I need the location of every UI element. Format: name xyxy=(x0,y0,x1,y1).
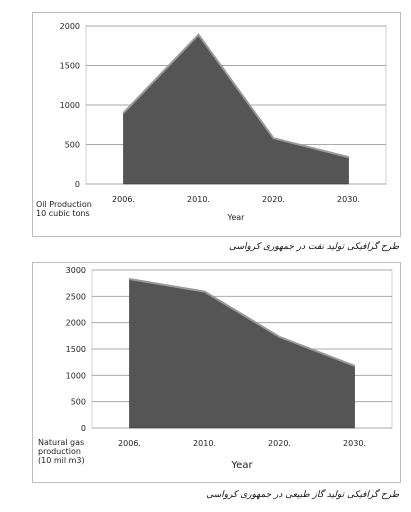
x-tick-label: 2006. xyxy=(118,439,141,448)
area-top-edge xyxy=(122,33,349,159)
x-axis-title: Year xyxy=(230,460,253,471)
data-point xyxy=(122,112,125,114)
oil-production-chart: 0 500 1000 1500 2000 2006. 2010. 2020. 2030. Year… xyxy=(32,12,401,237)
x-tick-label: 2020. xyxy=(262,195,285,204)
data-point xyxy=(353,365,356,367)
data-point xyxy=(203,290,206,293)
y-tick-label: 1500 xyxy=(66,345,86,354)
y-tick-label: 2000 xyxy=(60,22,80,31)
y-tick-label: 2000 xyxy=(66,319,86,328)
y-tick-label: 3000 xyxy=(66,266,86,275)
data-point xyxy=(128,278,131,280)
x-tick-label: 2020. xyxy=(268,439,291,448)
y-tick-label: 500 xyxy=(71,398,86,407)
y-axis-title-line: (10 mil m3) xyxy=(38,456,85,465)
y-tick-label: 500 xyxy=(65,141,80,150)
x-tick-label: 2006. xyxy=(112,195,135,204)
y-tick-label: 0 xyxy=(81,424,86,433)
x-tick-label: 2010. xyxy=(187,195,210,204)
x-tick-label: 2030. xyxy=(343,439,366,448)
y-axis-title-line: Oil Production xyxy=(36,200,92,209)
area-top-edge xyxy=(129,277,355,367)
chart-caption: طرح گرافیکی تولید گاز طبیعی در جمهوری کر… xyxy=(206,490,399,500)
y-axis-title-line: 10 cubic tons xyxy=(36,209,90,218)
gas-production-chart-panel: 0 500 1000 1500 2000 2500 3000 2006. 2010. 2020. 2… xyxy=(0,262,411,512)
oil-production-chart-panel: 0 500 1000 1500 2000 2006. 2010. 2020. 2030. Year… xyxy=(32,12,401,252)
data-point xyxy=(197,33,200,36)
x-tick-label: 2010. xyxy=(193,439,216,448)
y-tick-label: 1000 xyxy=(60,101,80,110)
y-axis-title-line: production xyxy=(38,447,81,456)
x-axis-title: Year xyxy=(227,213,246,222)
gas-production-chart: 0 500 1000 1500 2000 2500 3000 2006. 2010. 2020. 2… xyxy=(32,262,401,483)
y-tick-label: 1500 xyxy=(60,62,80,71)
y-tick-label: 0 xyxy=(75,180,80,189)
y-tick-label: 1000 xyxy=(66,371,86,380)
y-axis-title-line: Natural gas xyxy=(38,438,84,447)
y-tick-label: 2500 xyxy=(66,292,86,301)
x-tick-label: 2030. xyxy=(337,195,360,204)
data-point xyxy=(347,156,350,158)
data-point xyxy=(272,137,275,139)
chart-caption: طرح گرافیکی تولید نفت در جمهوری کرواسی xyxy=(228,242,399,252)
data-point xyxy=(278,336,281,338)
